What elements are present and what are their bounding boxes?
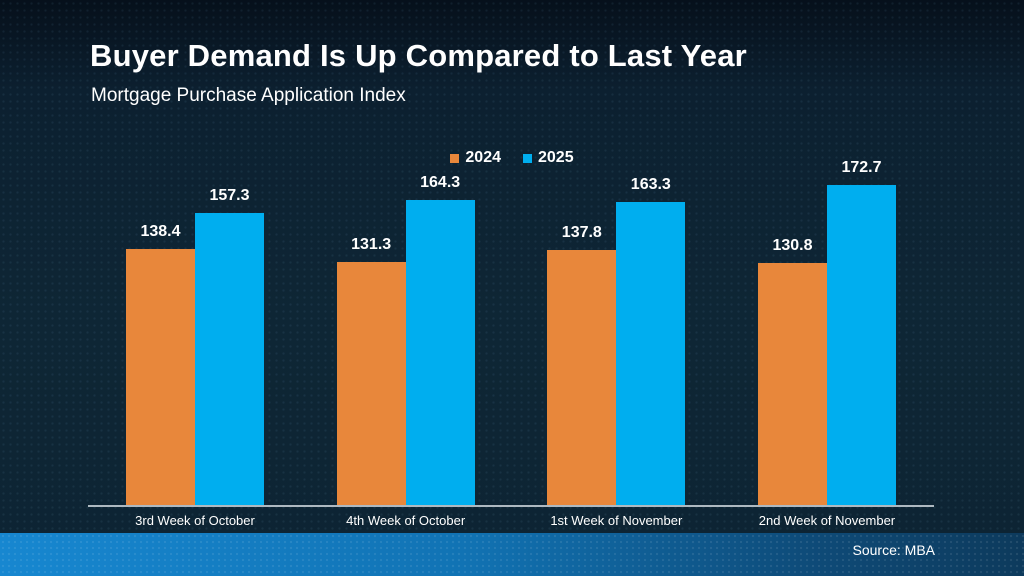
value-label-2024-week1: 138.4	[140, 223, 181, 240]
legend: 2024 2025	[0, 149, 1024, 167]
legend-swatch-2025-icon	[523, 153, 532, 163]
bar-2025-week4: 172.7	[826, 159, 896, 506]
bar-group-week3: 137.8 163.3	[547, 176, 686, 506]
legend-swatch-2024-icon	[450, 153, 460, 163]
legend-item-2024: 2024	[450, 149, 501, 167]
bar-2024-week3: 137.8	[547, 224, 617, 506]
bar-2025-week3: 163.3	[616, 176, 686, 506]
value-label-2025-week2: 164.3	[420, 174, 461, 191]
footer-bar: Source: MBA	[0, 533, 1024, 576]
category-label-week2: 4th Week of October	[346, 513, 466, 528]
legend-label-2025: 2025	[538, 149, 574, 166]
source-note: Source: MBA	[852, 542, 935, 558]
chart-title: Buyer Demand Is Up Compared to Last Year	[90, 38, 747, 73]
x-axis-labels: 3rd Week of October 4th Week of October …	[88, 513, 934, 528]
legend-label-2024: 2024	[465, 149, 501, 166]
bar-group-week4: 130.8 172.7	[757, 159, 896, 506]
bar-group-week1: 138.4 157.3	[126, 187, 264, 506]
value-label-2024-week4: 130.8	[772, 237, 813, 254]
value-label-2025-week3: 163.3	[630, 176, 671, 193]
legend-item-2025: 2025	[523, 149, 574, 167]
category-label-week3: 1st Week of November	[550, 513, 683, 528]
bar-2025-week2: 164.3	[405, 174, 475, 506]
value-label-2025-week4: 172.7	[841, 159, 882, 176]
x-axis-line	[88, 505, 934, 507]
category-label-week4: 2nd Week of November	[758, 513, 896, 528]
value-label-2024-week2: 131.3	[351, 236, 392, 253]
bar-2025-week1: 157.3	[195, 187, 264, 506]
bar-group-week2: 131.3 164.3	[336, 174, 475, 506]
bar-2024-week4: 130.8	[757, 237, 827, 506]
bar-2024-week2: 131.3	[336, 236, 406, 506]
value-label-2024-week3: 137.8	[561, 224, 602, 241]
bar-2024-week1: 138.4	[126, 223, 195, 506]
bar-chart-plot: 138.4 157.3 131.3 164.3 137.8 163.3 13	[88, 159, 934, 506]
chart-subtitle: Mortgage Purchase Application Index	[91, 85, 406, 106]
category-label-week1: 3rd Week of October	[135, 513, 255, 528]
value-label-2025-week1: 157.3	[209, 187, 250, 204]
